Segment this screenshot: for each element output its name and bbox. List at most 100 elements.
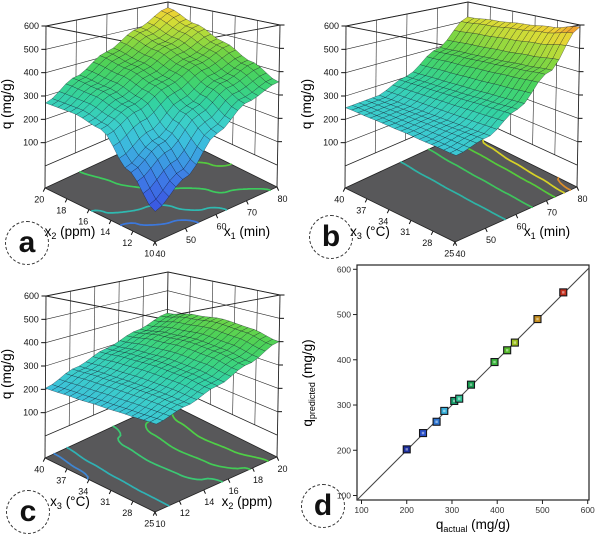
panel-label-a: a [5, 221, 49, 265]
svg-text:100: 100 [354, 505, 368, 515]
svg-text:12: 12 [180, 508, 190, 518]
panel-b: 25 28 31 34 37 40 40 50 60 70 80 100 200 300 400 500 600… [300, 0, 600, 268]
svg-text:x3 (°C): x3 (°C) [350, 224, 390, 241]
svg-text:600: 600 [581, 505, 595, 515]
svg-text:100: 100 [23, 138, 38, 148]
fit-line [357, 267, 589, 500]
svg-text:37: 37 [56, 476, 66, 486]
svg-text:60: 60 [516, 221, 526, 231]
svg-text:40: 40 [455, 249, 465, 259]
scatter-point [440, 406, 449, 415]
scatter-axes: 100 200 300 400 500 600 100 200 300 400 500 600 qact… [300, 264, 595, 534]
surface-mesh [45, 7, 280, 212]
svg-text:qpredicted (mg/g): qpredicted (mg/g) [300, 339, 317, 426]
svg-text:10: 10 [155, 519, 165, 529]
surface-plot-c: 25 28 31 34 37 40 10 12 14 16 18 20 100 200 300 400 500 6… [0, 271, 287, 529]
panel-label-d: d [301, 484, 345, 528]
svg-text:300: 300 [23, 361, 38, 371]
svg-text:600: 600 [24, 291, 39, 301]
svg-text:qactual (mg/g): qactual (mg/g) [436, 517, 510, 534]
svg-text:16: 16 [78, 216, 88, 226]
svg-text:70: 70 [247, 208, 257, 218]
svg-text:400: 400 [324, 68, 339, 78]
axis-labels: 25 28 31 34 37 40 10 12 14 16 18 20 100 200 300 400 500 6… [0, 291, 287, 529]
svg-text:400: 400 [24, 338, 39, 348]
svg-text:200: 200 [23, 114, 38, 124]
svg-text:400: 400 [24, 68, 39, 78]
plot-frame [356, 264, 590, 501]
svg-text:300: 300 [337, 400, 351, 410]
scatter-point [466, 380, 476, 389]
floor-contours [53, 405, 269, 507]
svg-text:34: 34 [78, 486, 88, 496]
svg-text:100: 100 [323, 138, 338, 148]
svg-text:100: 100 [23, 408, 38, 418]
surface-mesh [44, 312, 280, 425]
svg-text:x2 (ppm): x2 (ppm) [222, 494, 273, 511]
svg-text:20: 20 [277, 464, 287, 474]
panel-c: 25 28 31 34 37 40 10 12 14 16 18 20 100 200 300 400 500 6… [0, 270, 300, 539]
svg-text:31: 31 [400, 227, 410, 237]
svg-text:80: 80 [577, 194, 587, 204]
panel-letter-a: a [18, 226, 36, 259]
data-points [402, 288, 568, 454]
svg-text:600: 600 [337, 264, 351, 274]
svg-text:200: 200 [23, 384, 38, 394]
svg-text:25: 25 [444, 249, 454, 259]
svg-text:50: 50 [186, 235, 196, 245]
surface-plot-a: 10 12 14 16 18 20 40 50 60 70 80 100 200 300 400 500 600… [0, 1, 287, 259]
svg-text:300: 300 [445, 505, 459, 515]
scatter-plot-d: 100 200 300 400 500 600 100 200 300 400 500 600 qact… [300, 264, 595, 534]
scatter-point [418, 429, 428, 438]
svg-text:37: 37 [356, 206, 366, 216]
svg-text:x1 (min): x1 (min) [224, 224, 270, 241]
svg-text:300: 300 [323, 91, 338, 101]
svg-text:14: 14 [204, 497, 214, 507]
svg-text:25: 25 [144, 519, 154, 529]
panel-label-c: c [6, 490, 50, 534]
svg-text:400: 400 [490, 505, 504, 515]
svg-text:500: 500 [324, 44, 339, 54]
svg-text:12: 12 [122, 238, 132, 248]
svg-text:18: 18 [56, 206, 66, 216]
svg-text:31: 31 [100, 497, 110, 507]
svg-text:10: 10 [144, 249, 154, 259]
svg-text:70: 70 [547, 208, 557, 218]
scatter-point [490, 357, 499, 367]
svg-text:40: 40 [155, 249, 165, 259]
svg-text:q (mg/g): q (mg/g) [300, 79, 314, 129]
scatter-point [533, 315, 542, 324]
svg-text:200: 200 [400, 505, 414, 515]
scatter-point [503, 346, 512, 355]
svg-text:q (mg/g): q (mg/g) [0, 349, 14, 399]
svg-text:300: 300 [23, 91, 38, 101]
axis-labels: 25 28 31 34 37 40 40 50 60 70 80 100 200 300 400 500 600… [300, 21, 587, 259]
panel-d: 100 200 300 400 500 600 100 200 300 400 500 600 qact… [300, 262, 600, 539]
svg-text:600: 600 [324, 21, 339, 31]
svg-text:14: 14 [100, 227, 110, 237]
svg-text:200: 200 [337, 445, 351, 455]
surface-plot-b: 25 28 31 34 37 40 40 50 60 70 80 100 200 300 400 500 600… [300, 1, 587, 259]
svg-text:400: 400 [337, 355, 351, 365]
scatter-point [402, 445, 411, 454]
axis-labels: 10 12 14 16 18 20 40 50 60 70 80 100 200 300 400 500 600… [0, 21, 287, 259]
panel-letter-d: d [313, 489, 333, 522]
scatter-point [455, 394, 464, 403]
svg-text:40: 40 [334, 195, 344, 205]
svg-text:50: 50 [486, 235, 496, 245]
panel-a: 10 12 14 16 18 20 40 50 60 70 80 100 200 300 400 500 600… [0, 0, 300, 268]
svg-text:x2 (ppm): x2 (ppm) [45, 224, 96, 241]
panel-letter-c: c [19, 495, 37, 528]
svg-text:40: 40 [34, 465, 44, 475]
scatter-point [432, 417, 441, 426]
svg-text:x3 (°C): x3 (°C) [50, 494, 90, 511]
panel-letter-b: b [321, 220, 341, 253]
svg-text:60: 60 [216, 221, 226, 231]
svg-text:28: 28 [122, 508, 132, 518]
panel-label-b: b [309, 215, 353, 259]
svg-text:28: 28 [422, 238, 432, 248]
svg-text:x1 (min): x1 (min) [524, 224, 570, 241]
svg-text:18: 18 [253, 475, 263, 485]
svg-text:100: 100 [337, 491, 351, 501]
